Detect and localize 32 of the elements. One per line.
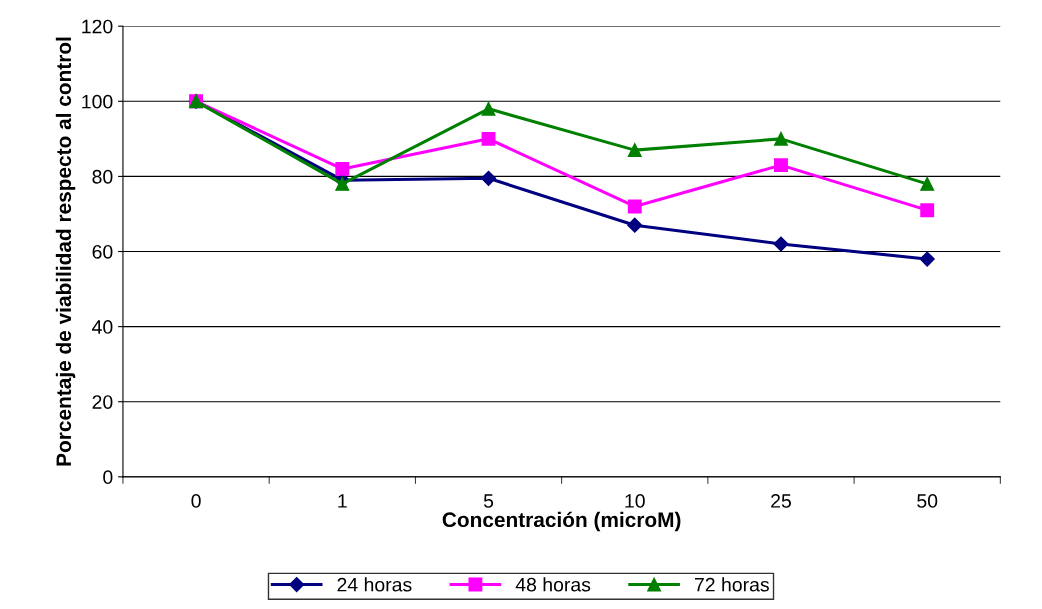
point: [627, 143, 642, 158]
point: [627, 217, 643, 233]
point: [774, 131, 788, 146]
point: [480, 170, 497, 186]
x-axis-title: Concentración (microM): [442, 511, 681, 532]
point: [335, 161, 350, 176]
x-tick-label: 10: [625, 494, 645, 508]
y-tick-label: 120: [82, 19, 113, 34]
legend-label: 24 horas: [337, 577, 412, 592]
point: [481, 101, 496, 116]
legend-label: 72 horas: [694, 577, 769, 592]
x-tick-label: 1: [338, 494, 347, 508]
x-tick-label: 50: [917, 494, 938, 508]
point: [919, 251, 935, 267]
point: [627, 199, 642, 214]
point: [335, 176, 350, 191]
x-tick-label: 0: [191, 494, 201, 508]
x-tick-label: 5: [483, 494, 494, 508]
point: [481, 131, 496, 146]
point: [774, 158, 788, 173]
point: [920, 176, 935, 191]
y-tick-label: 0: [103, 470, 113, 485]
point: [773, 236, 789, 252]
y-axis-title: Porcentaje de viabilidad respecto al control: [55, 37, 76, 466]
x-tick-label: 25: [771, 494, 791, 508]
y-tick-label: 20: [92, 395, 113, 409]
y-tick-label: 80: [92, 169, 113, 184]
point: [920, 203, 935, 218]
legend-label: 48 horas: [515, 577, 591, 592]
y-tick-label: 100: [82, 94, 113, 109]
y-tick-label: 40: [92, 320, 113, 334]
y-tick-label: 60: [92, 244, 113, 259]
